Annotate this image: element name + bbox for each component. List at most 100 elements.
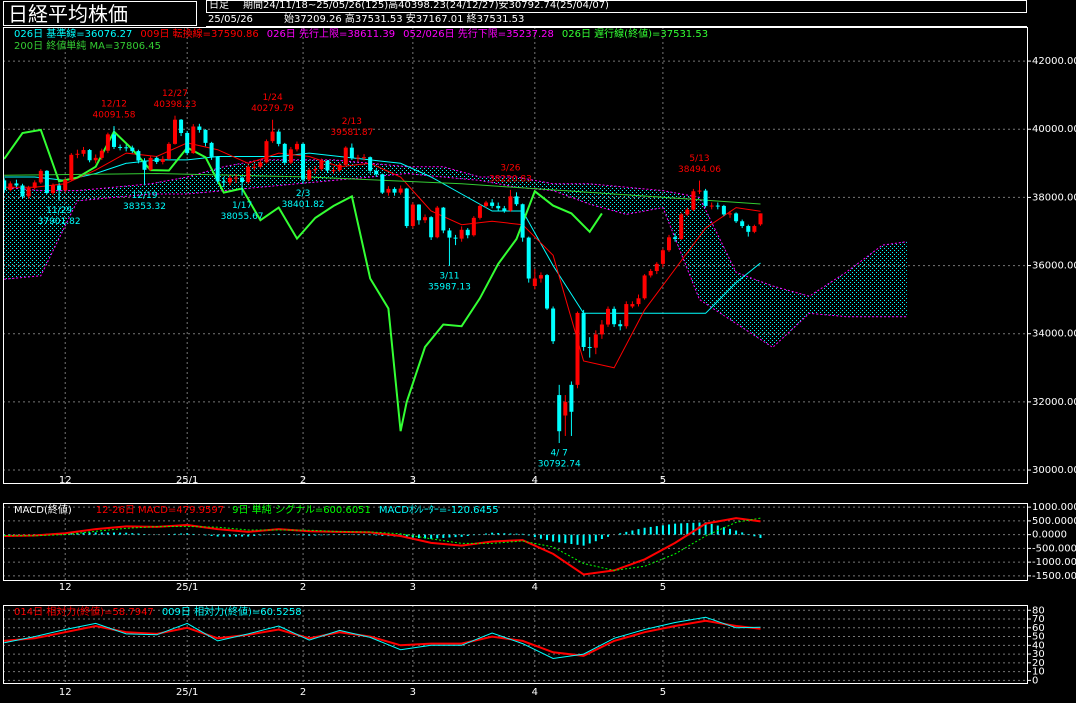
x-tick-label: 2 [300,582,306,593]
oscillator-bar [619,533,622,535]
candle-body [648,271,653,276]
oscillator-bar [686,523,689,535]
candle-body [362,157,367,159]
legend: 200日 終値単純 MA=37806.45 [14,41,169,53]
candle-body [191,126,196,154]
candle-body [679,214,684,239]
legend-entry: 014日 相対力(終値)=58.7947 [14,607,154,618]
oscillator-bar [259,534,262,536]
candle-body [355,157,360,159]
y-tick-label: 36000.00 [1032,261,1076,272]
candle-body [63,180,68,191]
oscillator-bar [607,534,610,537]
candle-body [416,204,421,221]
oscillator-bar [710,523,713,535]
candle-body [57,185,62,191]
annotation-price: 35987.13 [428,283,471,293]
panel-frame [3,503,1028,581]
oscillator-bar [594,534,597,542]
series-line [4,619,761,657]
oscillator-bar [576,534,579,545]
candle-body [93,157,98,161]
annotation-date: 3/26 [500,163,520,173]
oscillator-bar [472,534,475,536]
candle-body [538,275,543,279]
legend: 014日 相対力(終値)=58.7947 009日 相対力(終値)=60.5258 [14,607,310,619]
candle-body [727,213,732,215]
date: 25/05/26 [208,14,253,25]
oscillator-bar [759,534,762,538]
cloud-edge [4,159,907,297]
candle-body [282,143,287,163]
candle-body [227,177,232,183]
oscillator-bar [326,534,329,536]
oscillator-bar [100,532,103,535]
candle-body [111,134,116,147]
y-tick-label: 40 [1032,640,1045,651]
candle-body [81,150,86,154]
annotation-date: 4/ 7 [551,449,568,459]
candle-body [624,304,629,327]
annotation-date: 3/11 [439,272,459,282]
candle-body [294,143,299,150]
annotation-date: 1/24 [262,93,282,103]
candle-body [349,147,354,159]
annotation-price: 38353.32 [123,202,166,212]
oscillator-bar [649,526,652,535]
legend-entry: 026日 先行上限=38611.39 [266,29,396,40]
candle-body [703,190,708,206]
candle-body [185,132,190,154]
candle-body [447,230,452,238]
candle-body [593,334,598,348]
candle-body [496,205,501,209]
candle-body [75,153,80,155]
candle-body [319,160,324,170]
oscillator-bar [680,523,683,535]
candle-body [532,278,537,287]
annotation-date: 1/17 [232,201,252,211]
candle-body [270,131,275,142]
candle-body [264,141,269,163]
candle-body [3,180,7,190]
oscillator-bar [320,534,323,536]
oscillator-bar [692,522,695,535]
y-tick-label: 32000.00 [1032,397,1076,408]
oscillator-bar [667,524,670,535]
oscillator-bar [119,532,122,535]
y-tick-label: 60 [1032,623,1045,634]
oscillator-bar [76,532,79,535]
oscillator-bar [186,533,189,535]
oscillator-bar [228,534,231,537]
oscillator-bar [600,534,603,540]
oscillator-bar [637,529,640,535]
candle-body [490,202,495,206]
oscillator-bar [405,534,408,538]
oscillator-bar [125,532,128,535]
panel-frame [3,27,1028,484]
oscillator-bar [485,533,488,535]
period: 期間24/11/18~25/05/26(125)高40398.23(24/12/… [243,0,609,11]
oscillator-bar [661,525,664,535]
oscillator-bar [253,534,256,536]
candle-body [660,250,665,264]
candle-body [99,150,104,158]
oscillator-bar [552,534,555,542]
oscillator-bar [222,534,225,537]
y-tick-label: -1000.0000 [1032,557,1076,568]
oscillator-bar [216,534,219,537]
x-tick-label: 4 [532,475,538,486]
candle-body [51,185,56,193]
legend-entry: 052/026日 先行下限=35237.28 [403,29,554,40]
candle-body [246,166,251,183]
candle-body [520,204,525,238]
candle-body [441,207,446,231]
y-tick-label: 80 [1032,605,1045,616]
oscillator-bar [381,534,384,536]
oscillator-bar [417,534,420,539]
candle-body [288,149,293,163]
candle-body [386,188,391,193]
y-tick-label: 40000.00 [1032,124,1076,135]
ohlc-summary: 始37209.26 高37531.53 安37167.01 終37531.53 [284,14,525,25]
oscillator-bar [747,534,750,535]
annotation-price: 40279.79 [251,104,294,114]
